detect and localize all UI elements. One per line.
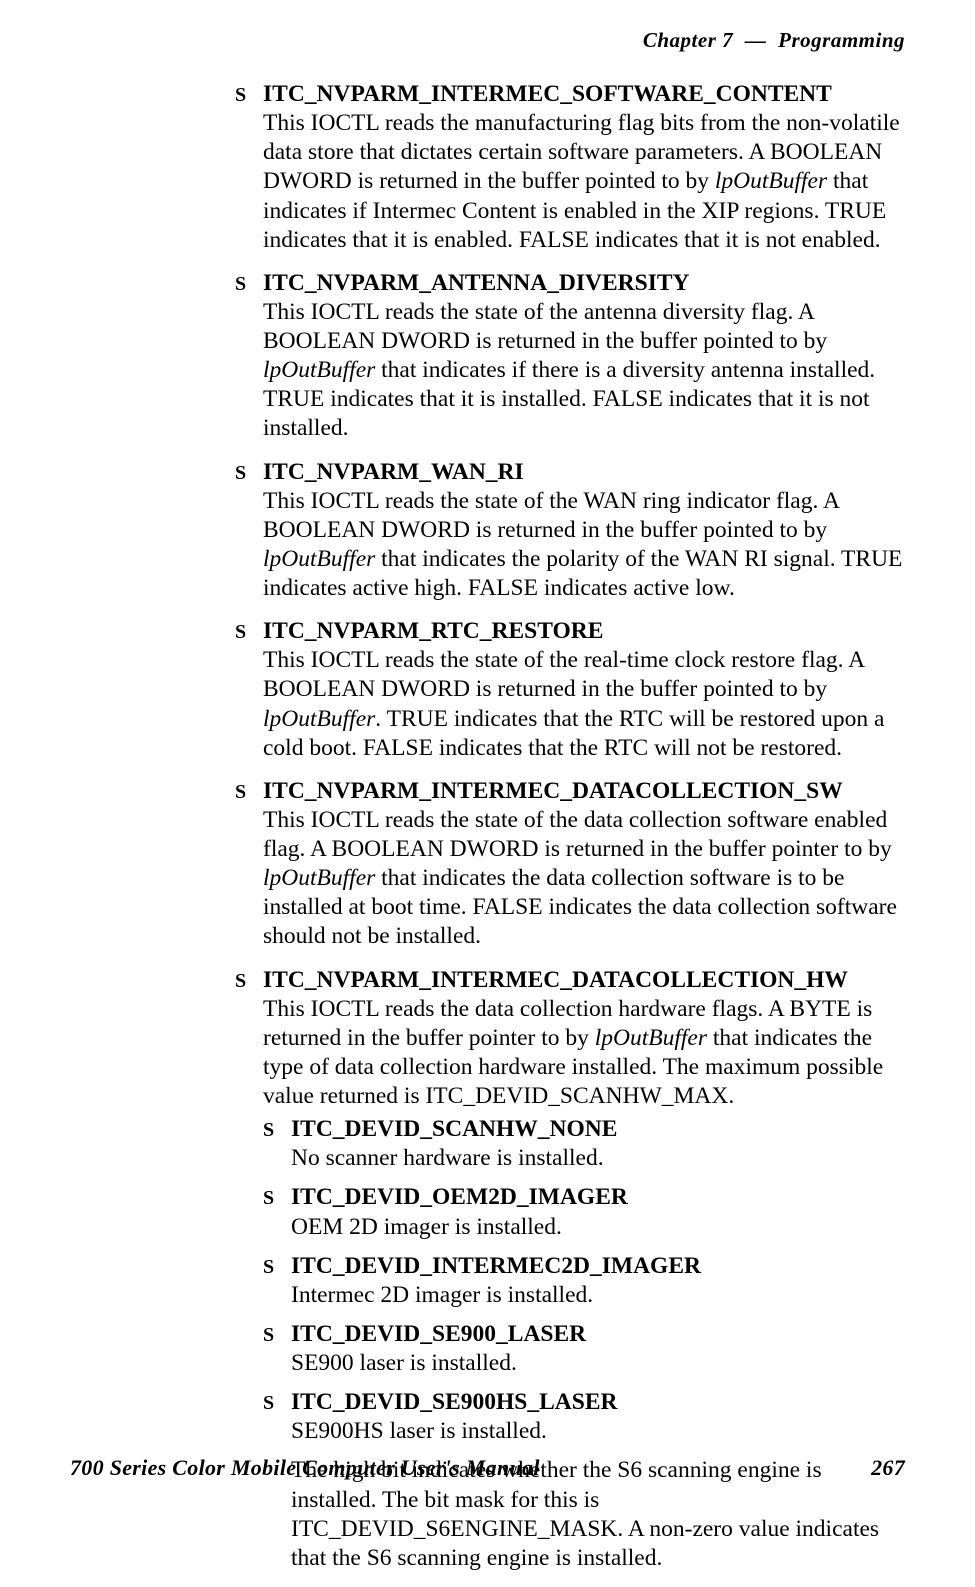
sub-title: ITC_DEVID_OEM2D_IMAGER xyxy=(291,1184,628,1210)
item-title: ITC_NVPARM_INTERMEC_SOFTWARE_CONTENT xyxy=(263,81,832,107)
sub-body: SE900 laser is installed. xyxy=(291,1350,517,1376)
page-number: 267 xyxy=(871,1455,905,1481)
sub-body: No scanner hardware is installed. xyxy=(291,1145,604,1171)
list-item: ITC_NVPARM_ANTENNA_DIVERSITY This IOCTL … xyxy=(235,269,910,444)
content-area: ITC_NVPARM_INTERMEC_SOFTWARE_CONTENT Thi… xyxy=(235,80,910,1587)
item-body-pre: This IOCTL reads the state of the antenn… xyxy=(263,299,827,354)
item-body-ital: lpOutBuffer xyxy=(595,1025,707,1051)
list-item: ITC_NVPARM_INTERMEC_DATACOLLECTION_SW Th… xyxy=(235,777,910,952)
item-title: ITC_NVPARM_INTERMEC_DATACOLLECTION_SW xyxy=(263,778,843,804)
list-item: ITC_DEVID_OEM2D_IMAGER OEM 2D imager is … xyxy=(263,1183,910,1241)
item-body-pre: This IOCTL reads the state of the real-t… xyxy=(263,647,864,702)
list-item: ITC_NVPARM_INTERMEC_SOFTWARE_CONTENT Thi… xyxy=(235,80,910,255)
parameter-list: ITC_NVPARM_INTERMEC_SOFTWARE_CONTENT Thi… xyxy=(235,80,910,1573)
sub-body: OEM 2D imager is installed. xyxy=(291,1214,562,1240)
chapter-label: Chapter xyxy=(643,28,717,52)
item-title: ITC_NVPARM_WAN_RI xyxy=(263,459,524,485)
sub-title: ITC_DEVID_SE900HS_LASER xyxy=(291,1389,617,1415)
list-item: ITC_NVPARM_INTERMEC_DATACOLLECTION_HW Th… xyxy=(235,966,910,1573)
manual-title: 700 Series Color Mobile Computer User's … xyxy=(70,1455,540,1480)
sub-body: Intermec 2D imager is installed. xyxy=(291,1282,593,1308)
item-body-ital: lpOutBuffer xyxy=(263,546,375,572)
list-item: ITC_DEVID_SCANHW_NONE No scanner hardwar… xyxy=(263,1115,910,1173)
item-body-ital: lpOutBuffer xyxy=(263,865,375,891)
item-title: ITC_NVPARM_RTC_RESTORE xyxy=(263,618,603,644)
chapter-number: 7 xyxy=(722,28,733,52)
item-title: ITC_NVPARM_ANTENNA_DIVERSITY xyxy=(263,270,690,296)
sub-title: ITC_DEVID_SCANHW_NONE xyxy=(291,1116,617,1142)
list-item: ITC_NVPARM_WAN_RI This IOCTL reads the s… xyxy=(235,458,910,604)
list-item: ITC_NVPARM_RTC_RESTORE This IOCTL reads … xyxy=(235,617,910,763)
section-title: Programming xyxy=(778,28,905,52)
list-item: ITC_DEVID_INTERMEC2D_IMAGER Intermec 2D … xyxy=(263,1252,910,1310)
sub-title: ITC_DEVID_SE900_LASER xyxy=(291,1321,586,1347)
page-header: Chapter 7 — Programming xyxy=(643,28,905,53)
item-body-ital: lpOutBuffer xyxy=(715,168,827,194)
sub-title: ITC_DEVID_INTERMEC2D_IMAGER xyxy=(291,1253,701,1279)
list-item: ITC_DEVID_SE900HS_LASER SE900HS laser is… xyxy=(263,1388,910,1446)
header-dash: — xyxy=(745,28,767,52)
sub-list: ITC_DEVID_SCANHW_NONE No scanner hardwar… xyxy=(263,1115,910,1446)
sub-body: SE900HS laser is installed. xyxy=(291,1418,547,1444)
item-body-pre: This IOCTL reads the state of the data c… xyxy=(263,807,892,862)
list-item: ITC_DEVID_SE900_LASER SE900 laser is ins… xyxy=(263,1320,910,1378)
item-body-pre: This IOCTL reads the state of the WAN ri… xyxy=(263,488,839,543)
page-footer: 700 Series Color Mobile Computer User's … xyxy=(70,1455,905,1481)
item-title: ITC_NVPARM_INTERMEC_DATACOLLECTION_HW xyxy=(263,967,848,993)
page: Chapter 7 — Programming ITC_NVPARM_INTER… xyxy=(0,0,975,1519)
item-body-ital: lpOutBuffer xyxy=(263,706,375,732)
item-body-ital: lpOutBuffer xyxy=(263,357,375,383)
